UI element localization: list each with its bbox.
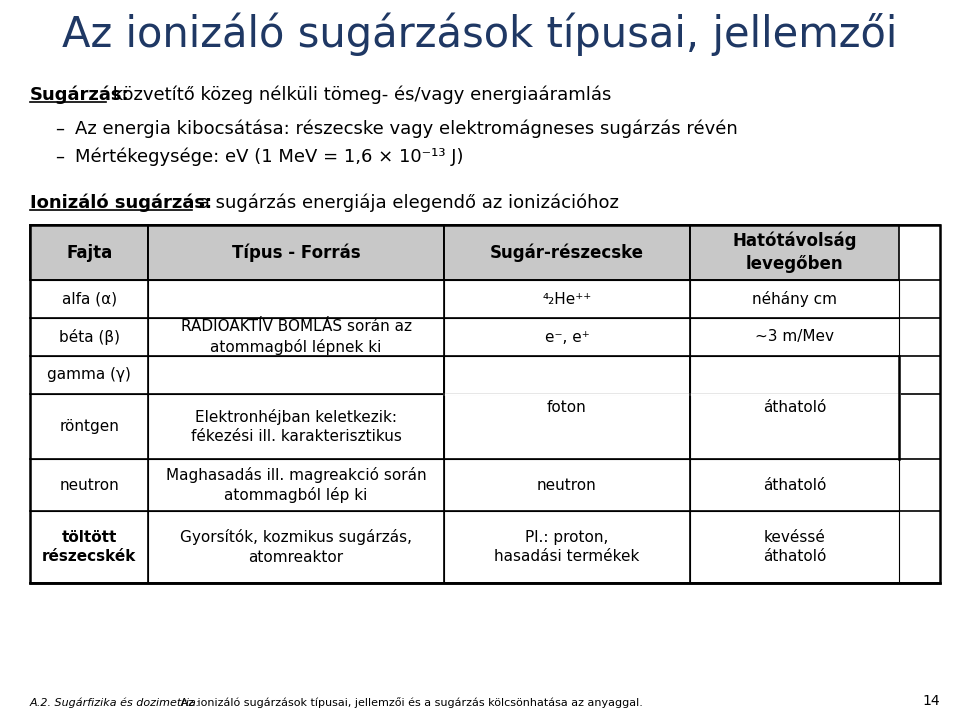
Text: foton: foton: [547, 400, 587, 415]
Bar: [30, 280, 148, 318]
Bar: [444, 280, 689, 318]
Text: közvetítő közeg nélküli tömeg- és/vagy energiaáramlás: közvetítő közeg nélküli tömeg- és/vagy e…: [107, 85, 612, 104]
Bar: [148, 280, 444, 318]
Bar: [444, 511, 689, 583]
Text: A.2. Sugárfizika és dozimetria:: A.2. Sugárfizika és dozimetria:: [30, 697, 201, 708]
Text: kevéssé
áthatoló: kevéssé áthatoló: [762, 530, 827, 564]
Bar: [148, 356, 444, 394]
Bar: [444, 394, 689, 459]
Text: Gyorsítók, kozmikus sugárzás,
atomreaktor: Gyorsítók, kozmikus sugárzás, atomreakto…: [180, 529, 412, 565]
Bar: [689, 394, 900, 459]
Bar: [689, 356, 900, 394]
Text: neutron: neutron: [60, 477, 119, 492]
Text: Az ionizáló sugárzások típusai, jellemzői: Az ionizáló sugárzások típusai, jellemző…: [62, 12, 898, 56]
Bar: [689, 511, 900, 583]
Text: Fajta: Fajta: [66, 244, 112, 262]
Text: RADIOAKTÍV BOMLÁS során az
atommagból lépnek ki: RADIOAKTÍV BOMLÁS során az atommagból lé…: [180, 319, 412, 355]
Text: ⁴₂He⁺⁺: ⁴₂He⁺⁺: [542, 291, 591, 306]
Text: Sugár-részecske: Sugár-részecske: [490, 243, 644, 262]
Bar: [30, 459, 148, 511]
Text: gamma (γ): gamma (γ): [47, 368, 132, 383]
Text: áthatoló: áthatoló: [762, 400, 827, 415]
Text: röntgen: röntgen: [60, 419, 119, 434]
Text: béta (β): béta (β): [59, 329, 120, 345]
Text: Mértékegysége: eV (1 MeV = 1,6 × 10⁻¹³ J): Mértékegysége: eV (1 MeV = 1,6 × 10⁻¹³ J…: [75, 148, 464, 167]
Text: Az ionizáló sugárzások típusai, jellemzői és a sugárzás kölcsönhatása az anyagga: Az ionizáló sugárzások típusai, jellemző…: [177, 697, 643, 708]
Text: e⁻, e⁺: e⁻, e⁺: [544, 329, 589, 345]
Text: neutron: neutron: [537, 477, 597, 492]
Text: Elektronhéjban keletkezik:
fékezési ill. karakterisztikus: Elektronhéjban keletkezik: fékezési ill.…: [191, 409, 401, 444]
Text: 14: 14: [923, 694, 940, 708]
Bar: [689, 459, 900, 511]
Bar: [148, 511, 444, 583]
Text: Pl.: proton,
hasadási termékek: Pl.: proton, hasadási termékek: [494, 530, 639, 564]
Text: alfa (α): alfa (α): [61, 291, 117, 306]
Text: Hatótávolság
levegőben: Hatótávolság levegőben: [732, 231, 856, 273]
Bar: [444, 318, 689, 356]
Bar: [689, 280, 900, 318]
Bar: [689, 225, 900, 280]
Bar: [30, 511, 148, 583]
Bar: [444, 459, 689, 511]
Bar: [30, 318, 148, 356]
Bar: [148, 459, 444, 511]
Bar: [148, 394, 444, 459]
Text: Típus - Forrás: Típus - Forrás: [232, 243, 361, 262]
Text: Maghasadás ill. magreakció során
atommagból lép ki: Maghasadás ill. magreakció során atommag…: [166, 466, 426, 503]
Bar: [30, 225, 940, 583]
Text: töltött
részecskék: töltött részecskék: [42, 530, 136, 564]
Text: Ionizáló sugárzás:: Ionizáló sugárzás:: [30, 193, 212, 211]
Text: a sugárzás energiája elegendő az ionizációhoz: a sugárzás energiája elegendő az ionizác…: [193, 193, 619, 211]
Bar: [30, 394, 148, 459]
Bar: [30, 225, 148, 280]
Text: –: –: [55, 120, 64, 138]
Text: áthatoló: áthatoló: [762, 477, 827, 492]
Bar: [148, 318, 444, 356]
Text: Sugárzás:: Sugárzás:: [30, 85, 130, 104]
Text: –: –: [55, 148, 64, 166]
Text: Az energia kibocsátása: részecske vagy elektromágneses sugárzás révén: Az energia kibocsátása: részecske vagy e…: [75, 120, 737, 138]
Bar: [689, 318, 900, 356]
Bar: [444, 225, 689, 280]
Bar: [30, 356, 148, 394]
Bar: [148, 225, 444, 280]
Text: ~3 m/Mev: ~3 m/Mev: [755, 329, 834, 345]
Bar: [444, 356, 689, 394]
Text: néhány cm: néhány cm: [752, 291, 837, 307]
